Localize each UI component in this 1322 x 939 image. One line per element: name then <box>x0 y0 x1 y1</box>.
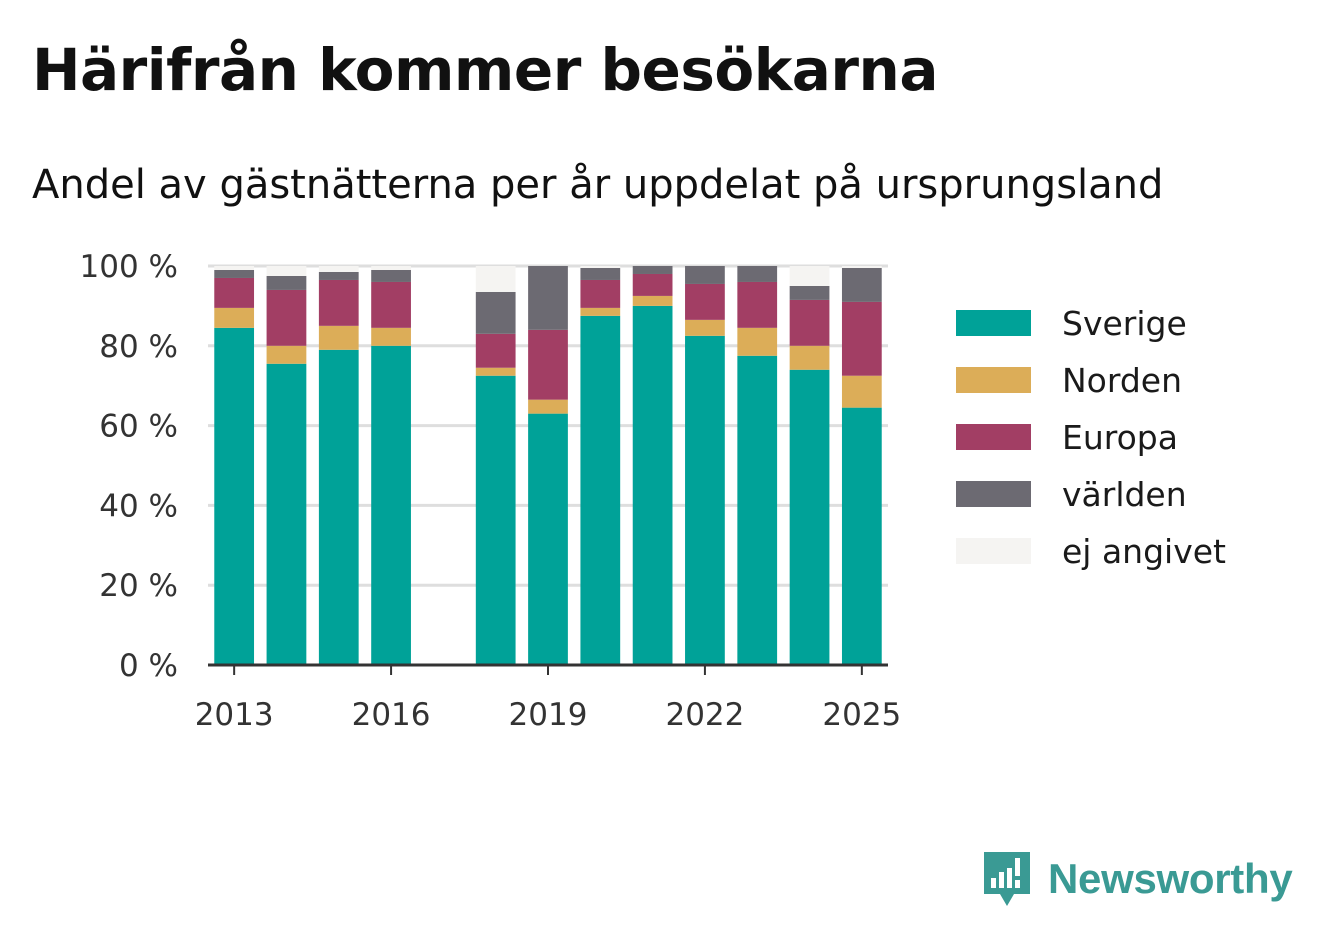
bar-segment <box>371 281 411 328</box>
newsworthy-brand: Newsworthy <box>980 848 1293 910</box>
bar-segment <box>841 266 882 268</box>
bar-segment <box>318 349 359 665</box>
bar-segment <box>371 345 411 665</box>
chart-subtitle: Andel av gästnätterna per år uppdelat på… <box>32 162 1164 208</box>
bar-segment <box>475 333 516 368</box>
bar-segment <box>318 325 359 350</box>
legend-swatch <box>956 538 1031 564</box>
bar-segment <box>580 266 621 268</box>
bar-segment <box>214 277 255 308</box>
bar-segment <box>737 355 778 665</box>
bar-segment <box>841 301 882 376</box>
bar-segment <box>789 285 830 300</box>
legend-label: Sverige <box>1062 304 1187 343</box>
bar-segment <box>266 275 307 290</box>
chart-title: Härifrån kommer besökarna <box>32 36 938 104</box>
bar-segment <box>318 271 359 280</box>
bar-segment <box>632 273 673 296</box>
legend-label: ej angivet <box>1062 532 1226 571</box>
bar-segment <box>632 305 673 665</box>
bar-segment <box>371 327 411 346</box>
y-tick-label: 80 % <box>99 329 178 365</box>
bar-segment <box>685 319 725 336</box>
bar-segment <box>528 413 568 665</box>
bar-segment <box>632 266 673 274</box>
bar-segment <box>318 279 359 326</box>
bar-segment <box>371 269 411 282</box>
bar-segment <box>737 281 778 328</box>
y-tick-label: 0 % <box>119 648 178 684</box>
bar-segment <box>214 327 255 665</box>
bar-segment <box>685 335 725 665</box>
x-tick-label: 2019 <box>509 697 588 733</box>
x-tick-label: 2013 <box>195 697 274 733</box>
bar-segment <box>841 375 882 408</box>
bar-segment <box>266 266 307 276</box>
bar-segment <box>214 266 255 270</box>
y-tick-label: 20 % <box>99 568 178 604</box>
bar-segment <box>371 266 411 270</box>
bar-segment <box>580 267 621 280</box>
bar-segment <box>475 291 516 334</box>
bar-segment <box>318 266 359 272</box>
legend-swatch <box>956 481 1031 507</box>
bar-segment <box>789 266 830 286</box>
legend-label: världen <box>1062 475 1187 514</box>
bar-segment <box>475 367 516 376</box>
y-tick-label: 100 % <box>80 249 178 285</box>
bar-segment <box>632 295 673 306</box>
bar-segment <box>528 399 568 414</box>
bar-segment <box>266 289 307 346</box>
legend-swatch <box>956 310 1031 336</box>
bar-segment <box>789 369 830 665</box>
bar-segment <box>266 345 307 364</box>
bar-segment <box>789 345 830 370</box>
bar-segment <box>266 363 307 665</box>
y-tick-label: 40 % <box>99 488 178 524</box>
bar-segment <box>475 266 516 292</box>
legend-swatch <box>956 367 1031 393</box>
bar-segment <box>475 375 516 665</box>
brand-name: Newsworthy <box>1048 855 1293 902</box>
legend-swatch <box>956 424 1031 450</box>
bar-segment <box>737 266 778 282</box>
legend: Sverige Norden Europa världen ej angivet <box>956 304 1226 571</box>
bar-segment <box>214 269 255 278</box>
bar-segment <box>737 327 778 356</box>
bar-segment <box>580 307 621 316</box>
bar-chart-speech-bubble-icon <box>984 852 1030 906</box>
bar-segment <box>214 307 255 328</box>
x-tick-label: 2016 <box>352 697 431 733</box>
axes: 0 % 20 % 40 % 60 % 80 % 100 % 2013 2016 2019 2022… <box>80 249 902 733</box>
bar-segment <box>685 283 725 320</box>
bar-segment <box>789 299 830 346</box>
x-tick-label: 2025 <box>822 697 901 733</box>
bar-segment <box>841 267 882 302</box>
bar-segment <box>841 407 882 665</box>
bar-segment <box>528 266 568 330</box>
legend-label: Norden <box>1062 361 1182 400</box>
bar-segment <box>528 329 568 400</box>
x-tick-label: 2022 <box>665 697 744 733</box>
bar-segment <box>685 266 725 284</box>
legend-label: Europa <box>1062 418 1178 457</box>
y-tick-label: 60 % <box>99 409 178 445</box>
bar-segment <box>580 279 621 308</box>
bars <box>214 266 882 665</box>
bar-segment <box>580 315 621 665</box>
